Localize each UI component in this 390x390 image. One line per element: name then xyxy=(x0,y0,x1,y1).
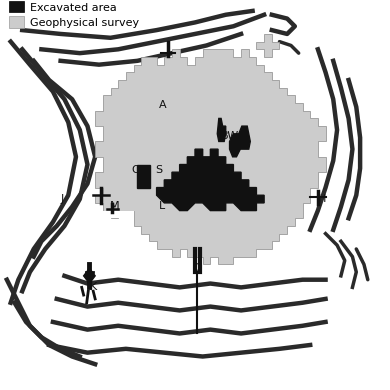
Polygon shape xyxy=(103,211,133,218)
Text: E: E xyxy=(182,169,189,179)
Text: A: A xyxy=(159,100,166,110)
Text: C: C xyxy=(131,165,139,175)
Text: M: M xyxy=(110,201,119,211)
Polygon shape xyxy=(230,126,250,157)
Text: J: J xyxy=(61,194,64,204)
Polygon shape xyxy=(257,34,280,57)
Polygon shape xyxy=(217,119,226,142)
Polygon shape xyxy=(95,49,326,264)
Text: S: S xyxy=(155,165,162,175)
Text: G: G xyxy=(209,160,218,170)
Polygon shape xyxy=(137,165,151,188)
Text: P: P xyxy=(184,201,191,211)
Legend: Excavated area, Geophysical survey: Excavated area, Geophysical survey xyxy=(9,1,139,28)
Text: L: L xyxy=(159,201,165,211)
Text: BW: BW xyxy=(220,131,239,141)
Text: H: H xyxy=(317,194,326,204)
Polygon shape xyxy=(83,268,95,284)
Text: D: D xyxy=(191,263,200,273)
Polygon shape xyxy=(157,149,264,211)
Text: F: F xyxy=(198,160,204,170)
Text: K: K xyxy=(90,282,97,292)
Text: T: T xyxy=(220,201,227,211)
